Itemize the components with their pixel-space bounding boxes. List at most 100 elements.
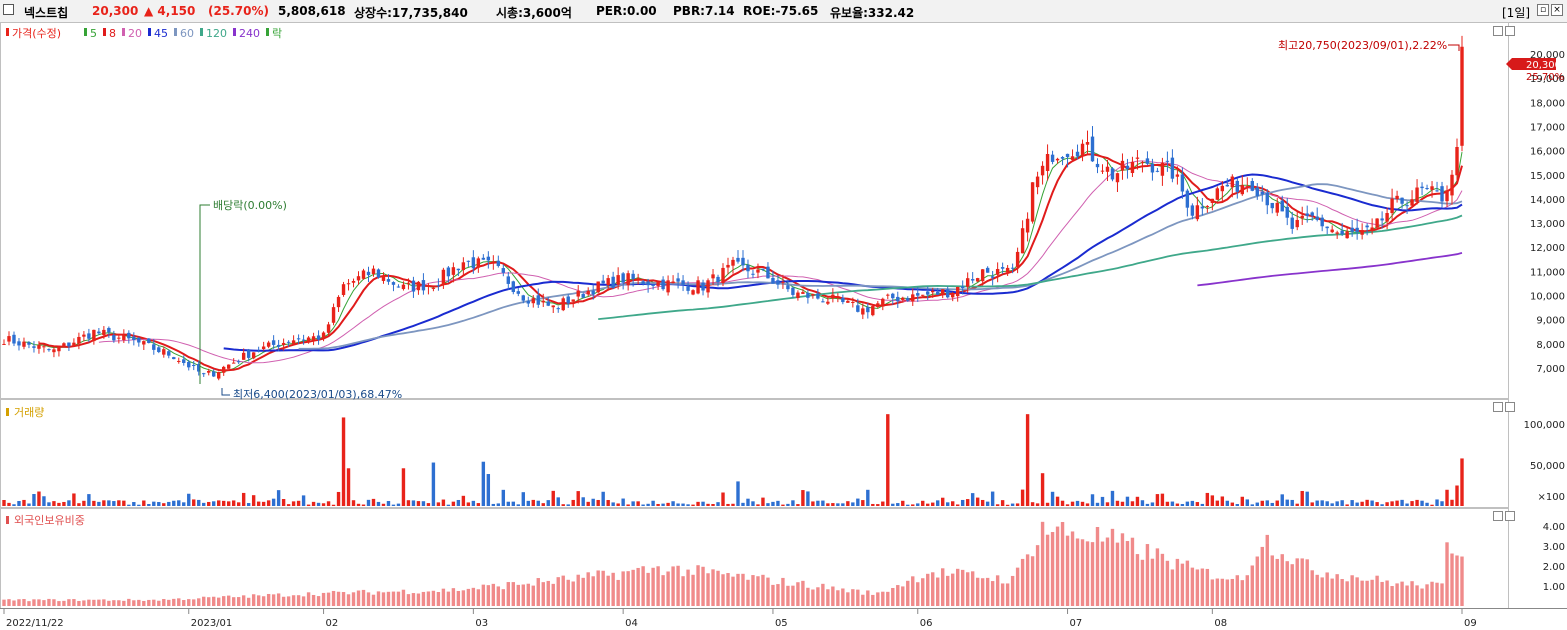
foreign-bar xyxy=(1280,554,1284,606)
foreign-bar xyxy=(107,600,111,606)
roe-value: ROE:-75.65 xyxy=(743,4,819,18)
foreign-bar xyxy=(366,592,371,606)
foreign-bar xyxy=(621,571,625,606)
volume-bar xyxy=(162,503,166,506)
volume-legend: 거래량 xyxy=(14,406,44,419)
candle-body xyxy=(147,338,151,343)
candle-body xyxy=(157,347,161,353)
foreign-bar xyxy=(1275,558,1279,606)
foreign-panel-max-button[interactable] xyxy=(1493,511,1503,521)
price-panel-max-button[interactable] xyxy=(1493,26,1503,36)
foreign-bar xyxy=(506,582,511,606)
candle-body xyxy=(132,336,136,341)
foreign-bar xyxy=(751,575,755,606)
foreign-bar xyxy=(906,580,910,606)
foreign-bar xyxy=(1265,534,1269,606)
volume-bar xyxy=(1130,501,1135,506)
volume-panel-max-button[interactable] xyxy=(1493,402,1503,412)
price-change-pct: (25.70%) xyxy=(208,4,269,18)
volume-bar xyxy=(866,489,870,506)
volume-bar xyxy=(157,502,161,506)
candle-body xyxy=(22,341,26,347)
foreign-bar xyxy=(955,568,960,606)
candle-body xyxy=(1460,46,1464,146)
candle-body xyxy=(506,276,511,284)
volume-bar xyxy=(816,500,820,506)
foreign-bar xyxy=(1075,538,1080,606)
foreign-bar xyxy=(326,592,331,606)
foreign-panel-close-button[interactable] xyxy=(1505,511,1515,521)
period-selector[interactable]: [1일] xyxy=(1502,6,1531,20)
legend-marker-3 xyxy=(122,28,125,36)
foreign-bar xyxy=(112,600,116,606)
candle-body xyxy=(1430,186,1434,190)
candle-body xyxy=(606,278,610,285)
candle-body xyxy=(221,366,226,373)
restore-icon[interactable]: ▫ xyxy=(1537,4,1549,16)
candle-body xyxy=(1050,154,1055,162)
foreign-bar xyxy=(921,578,925,606)
volume-bar xyxy=(62,501,66,506)
volume-bar xyxy=(1350,500,1354,506)
candle-body xyxy=(771,277,775,284)
candle-body xyxy=(1170,157,1175,179)
volume-panel-close-button[interactable] xyxy=(1505,402,1515,412)
candle-body xyxy=(1220,185,1225,192)
volume-bar xyxy=(1455,485,1459,506)
foreign-bar xyxy=(351,592,356,606)
stock-chart[interactable]: 가격(수정) 5 8 20 45 60 120 240 락 거래량 외국인보유비중 20,000… xyxy=(0,22,1567,630)
foreign-bar xyxy=(896,585,900,606)
select-checkbox[interactable] xyxy=(3,4,14,15)
volume-bar xyxy=(766,503,770,506)
foreign-bar xyxy=(1065,535,1070,606)
volume-bar xyxy=(226,501,231,506)
candle-body xyxy=(766,266,770,279)
volume-bar xyxy=(436,502,441,506)
candle-body xyxy=(406,282,411,284)
candle-body xyxy=(1350,227,1354,232)
volume-bar xyxy=(701,501,705,506)
foreign-bar xyxy=(406,594,411,606)
volume-bar xyxy=(132,502,136,506)
volume-bar xyxy=(646,503,650,506)
foreign-bar xyxy=(691,574,695,606)
foreign-bar xyxy=(701,566,705,606)
legend-item-2: 8 xyxy=(109,27,116,40)
volume-bar xyxy=(1170,501,1175,506)
foreign-legend: 외국인보유비중 xyxy=(14,514,85,527)
volume-bar xyxy=(1340,500,1344,506)
volume-bar xyxy=(501,489,506,506)
candle-body xyxy=(541,300,545,303)
candle-body xyxy=(496,260,501,266)
volume-bar xyxy=(1460,458,1464,506)
candle-body xyxy=(1300,215,1304,219)
foreign-bar xyxy=(950,573,955,606)
foreign-bar xyxy=(871,594,875,606)
candle-body xyxy=(866,307,870,313)
candle-body xyxy=(47,349,51,351)
candle-body xyxy=(172,357,176,360)
volume-bar xyxy=(761,497,765,506)
x-tick-label: 05 xyxy=(775,618,788,629)
foreign-bar xyxy=(12,600,16,606)
volume-tick-label: 100,000 xyxy=(1524,420,1565,431)
candle-body xyxy=(1230,176,1235,188)
foreign-bar xyxy=(826,589,830,606)
volume-bar xyxy=(656,503,660,506)
volume-bar xyxy=(231,500,236,506)
close-icon[interactable]: × xyxy=(1551,4,1563,16)
candle-body xyxy=(846,300,850,303)
volume-bar xyxy=(606,500,610,506)
stock-name[interactable]: 넥스트칩 xyxy=(24,6,69,20)
foreign-bar xyxy=(117,600,121,606)
volume-bar xyxy=(301,495,306,506)
foreign-bar xyxy=(1335,574,1339,606)
foreign-bar xyxy=(626,571,630,606)
volume-bar xyxy=(346,468,351,506)
candle-body xyxy=(366,271,371,276)
candle-body xyxy=(127,332,131,339)
foreign-bar xyxy=(726,573,730,606)
volume-bar xyxy=(736,481,740,506)
volume-bar xyxy=(926,503,930,506)
price-panel-close-button[interactable] xyxy=(1505,26,1515,36)
